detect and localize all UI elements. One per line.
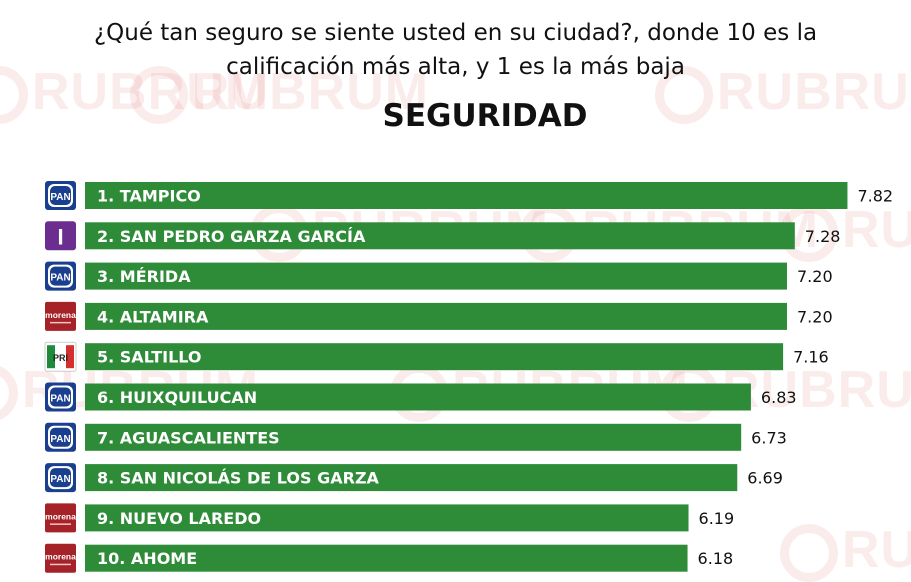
svg-text:morena: morena	[45, 511, 76, 521]
svg-text:PAN: PAN	[50, 394, 70, 405]
morena-logo-icon: morena	[45, 503, 76, 533]
svg-text:morena: morena	[45, 552, 76, 562]
bar-category-label: 6. HUIXQUILUCAN	[97, 388, 257, 407]
bar-category-label: 9. NUEVO LAREDO	[97, 509, 261, 528]
bar-value-label: 6.73	[751, 428, 787, 447]
bar-row: PAN 6. HUIXQUILUCAN 6.83	[45, 382, 797, 412]
independent-logo-icon: I	[45, 221, 76, 251]
bar	[85, 464, 738, 492]
bar-category-label: 4. ALTAMIRA	[97, 307, 209, 326]
pan-logo-icon: PAN	[45, 261, 76, 291]
bar	[85, 262, 787, 290]
bar	[85, 423, 742, 451]
bar	[85, 182, 848, 209]
bar-category-label: 7. AGUASCALIENTES	[97, 428, 280, 447]
bar-value-label: 6.19	[699, 509, 735, 528]
bar	[85, 302, 787, 330]
bar-value-label: 7.16	[793, 348, 829, 367]
bar-row: morena 9. NUEVO LAREDO 6.19	[45, 503, 735, 533]
bar-row: I 2. SAN PEDRO GARZA GARCÍA 7.28	[45, 221, 841, 251]
bar	[85, 343, 784, 371]
bar-row: morena 10. AHOME 6.18	[45, 543, 734, 573]
bar-value-label: 6.83	[761, 388, 797, 407]
bar-value-label: 6.18	[698, 549, 734, 568]
question-line-1: ¿Qué tan seguro se siente usted en su ci…	[93, 20, 818, 46]
bar-category-label: 10. AHOME	[97, 549, 197, 568]
bar	[85, 383, 751, 411]
bar-category-label: 1. TAMPICO	[97, 187, 201, 206]
question-line-2: calificación más alta, y 1 es la más baj…	[226, 54, 685, 80]
svg-text:PAN: PAN	[50, 273, 70, 284]
bar-row: PAN 8. SAN NICOLÁS DE LOS GARZA 6.69	[45, 463, 783, 493]
svg-text:I: I	[57, 224, 63, 249]
bar-category-label: 2. SAN PEDRO GARZA GARCÍA	[97, 227, 366, 246]
bar-row: PAN 7. AGUASCALIENTES 6.73	[45, 422, 787, 452]
pan-logo-icon: PAN	[45, 382, 76, 412]
bar	[85, 544, 688, 572]
bar-category-label: 8. SAN NICOLÁS DE LOS GARZA	[97, 469, 380, 488]
chart-title: SEGURIDAD	[382, 98, 588, 134]
pan-logo-icon: PAN	[45, 422, 76, 452]
bar-value-label: 7.20	[797, 307, 833, 326]
survey-question: ¿Qué tan seguro se siente usted en su ci…	[0, 16, 911, 84]
svg-text:morena: morena	[45, 310, 76, 320]
bar-value-label: 7.20	[797, 267, 833, 286]
bar-row: PAN 3. MÉRIDA 7.20	[45, 261, 833, 291]
bar-row: morena 4. ALTAMIRA 7.20	[45, 301, 833, 331]
morena-logo-icon: morena	[45, 301, 76, 331]
bar	[85, 222, 795, 250]
svg-text:PAN: PAN	[50, 192, 70, 203]
bar-row: PRI 5. SALTILLO 7.16	[44, 341, 829, 372]
bar-value-label: 7.28	[805, 227, 841, 246]
svg-text:PAN: PAN	[50, 474, 70, 485]
pan-logo-icon: PAN	[45, 181, 76, 210]
bar-category-label: 3. MÉRIDA	[97, 267, 191, 286]
bar-row: PAN 1. TAMPICO 7.82	[45, 181, 893, 210]
svg-text:PAN: PAN	[50, 434, 70, 445]
bar	[85, 504, 689, 532]
pri-logo-icon: PRI	[44, 341, 77, 372]
pan-logo-icon: PAN	[45, 463, 76, 493]
bar-category-label: 5. SALTILLO	[97, 348, 202, 367]
bar-value-label: 6.69	[747, 469, 783, 488]
svg-text:PRI: PRI	[53, 353, 68, 363]
bar-value-label: 7.82	[857, 187, 893, 206]
morena-logo-icon: morena	[45, 543, 76, 573]
